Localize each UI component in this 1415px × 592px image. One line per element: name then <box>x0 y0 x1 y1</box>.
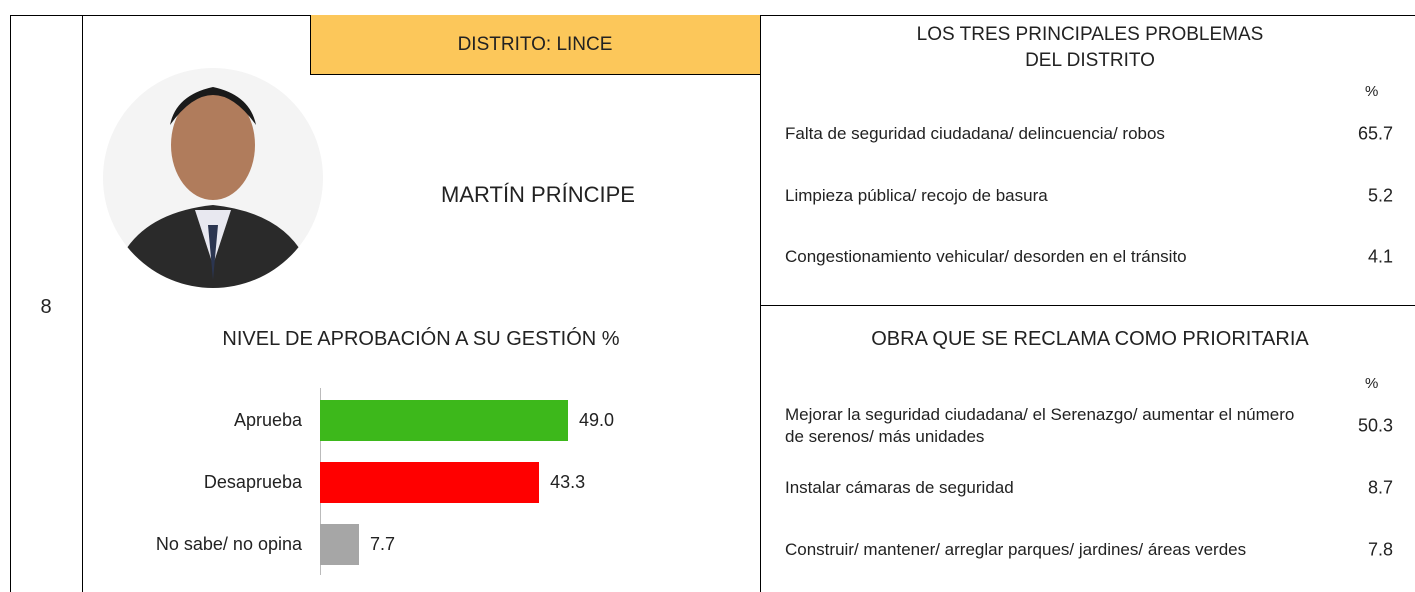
category-label: Desaprueba <box>204 472 302 493</box>
border <box>760 15 761 592</box>
value-label: 49.0 <box>579 410 614 431</box>
title-line: DEL DISTRITO <box>1025 50 1155 71</box>
value-label: 7.7 <box>370 534 395 555</box>
photo <box>100 65 330 295</box>
item-value: 8.7 <box>1368 478 1393 499</box>
item-text: Mejorar la seguridad ciudadana/ el Seren… <box>785 404 1315 448</box>
item-value: 4.1 <box>1368 247 1393 268</box>
border <box>760 305 1415 306</box>
item-text: Limpieza pública/ recojo de basura <box>785 185 1315 207</box>
bar <box>320 400 568 441</box>
item-value: 50.3 <box>1358 416 1393 437</box>
problems-title: LOS TRES PRINCIPALES PROBLEMAS DEL DISTRI… <box>760 22 1415 74</box>
unit: % <box>1365 83 1378 100</box>
row-number: 8 <box>10 296 82 319</box>
item-value: 7.8 <box>1368 540 1393 561</box>
bar <box>320 462 539 503</box>
page: DISTRITO: LINCE 8 MARTÍN PRÍNCIPE NIVEL … <box>0 0 1415 592</box>
value-label: 43.3 <box>550 472 585 493</box>
mayor-name: MARTÍN PRÍNCIPE <box>400 182 676 208</box>
item-text: Falta de seguridad ciudadana/ delincuenc… <box>785 123 1315 145</box>
category-label: No sabe/ no opina <box>156 534 302 555</box>
district: DISTRITO: LINCE <box>310 34 760 56</box>
works-title: OBRA QUE SE RECLAMA COMO PRIORITARIA <box>760 328 1415 351</box>
item-text: Congestionamiento vehicular/ desorden en… <box>785 246 1315 268</box>
item-text: Instalar cámaras de seguridad <box>785 477 1315 499</box>
unit: % <box>1365 375 1378 392</box>
item-value: 5.2 <box>1368 186 1393 207</box>
category-label: Aprueba <box>234 410 302 431</box>
item-text: Construir/ mantener/ arreglar parques/ j… <box>785 539 1315 561</box>
border <box>82 15 83 592</box>
item-value: 65.7 <box>1358 124 1393 145</box>
chart-title: NIVEL DE APROBACIÓN A SU GESTIÓN % <box>82 328 760 351</box>
title-line: LOS TRES PRINCIPALES PROBLEMAS <box>917 24 1264 45</box>
bar <box>320 524 359 565</box>
